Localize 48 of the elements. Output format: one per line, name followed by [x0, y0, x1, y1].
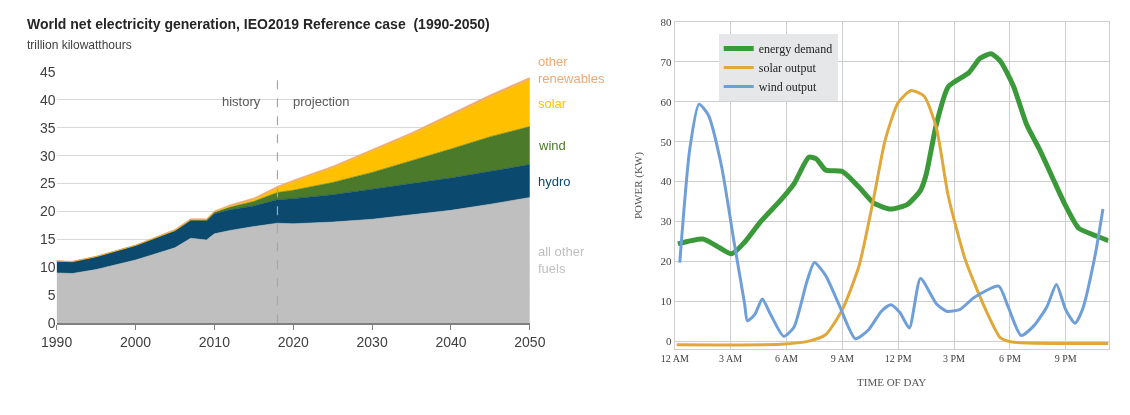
x-tick-label: 3 PM: [943, 353, 966, 365]
annotation: projection: [293, 94, 350, 109]
y-axis-title: POWER (KW): [632, 151, 646, 220]
x-tick-label: 6 AM: [774, 353, 799, 365]
x-tick-label: 2010: [198, 334, 231, 351]
x-tick-label: 12 AM: [660, 353, 689, 365]
y-tick-label: 70: [660, 55, 673, 68]
y-tick-label: 15: [40, 231, 56, 248]
y-tick-label: 25: [40, 175, 56, 192]
y-tick-label: 35: [40, 119, 56, 136]
y-tick-label: 40: [660, 175, 673, 188]
annotation: history: [222, 94, 261, 109]
legend-label: solar output: [758, 61, 817, 76]
y-tick-label: 10: [660, 295, 673, 308]
series-label: solar: [538, 96, 567, 111]
y-tick-label: 20: [660, 255, 673, 268]
y-tick-label: 50: [660, 135, 673, 148]
y-axis-title: trillion kilowatthours: [27, 38, 132, 52]
text: all other fuels: [538, 244, 585, 276]
x-tick-label: 6 PM: [998, 353, 1021, 365]
y-tick-label: 5: [47, 287, 56, 304]
x-tick-label: 9 PM: [1054, 353, 1077, 365]
x-tick-label: 2000: [119, 334, 152, 351]
y-tick-label: 10: [40, 259, 56, 276]
x-tick-label: 2020: [277, 334, 310, 351]
x-axis-title: TIME OF DAY: [857, 376, 927, 389]
x-tick-label: 2050: [514, 334, 546, 351]
y-tick-label: 60: [660, 95, 673, 108]
series-label: hydro: [538, 174, 571, 189]
y-tick-label: 30: [660, 215, 673, 228]
y-tick-label: 20: [40, 203, 56, 220]
x-tick-label: 1990: [41, 334, 73, 351]
x-tick-label: 2040: [435, 334, 467, 351]
y-tick-label: 45: [40, 63, 56, 80]
y-tick-label: 80: [660, 15, 673, 28]
y-tick-label: 30: [40, 147, 56, 164]
chart-title: World net electricity generation, IEO2019 Reference case (1990-2050): [27, 16, 490, 32]
y-tick-label: 0: [666, 335, 673, 348]
x-tick-label: 3 AM: [719, 353, 743, 365]
legend-label: energy demand: [758, 42, 833, 57]
x-tick-label: 12 PM: [884, 353, 912, 365]
x-tick-label: 9 AM: [830, 353, 854, 365]
y-tick-label: 0: [47, 315, 56, 332]
series-label: wind: [538, 138, 566, 153]
x-tick-label: 2030: [356, 334, 388, 351]
legend-label: wind output: [758, 80, 818, 95]
series-label: other renewables: [538, 54, 605, 86]
y-tick-label: 40: [40, 91, 56, 108]
